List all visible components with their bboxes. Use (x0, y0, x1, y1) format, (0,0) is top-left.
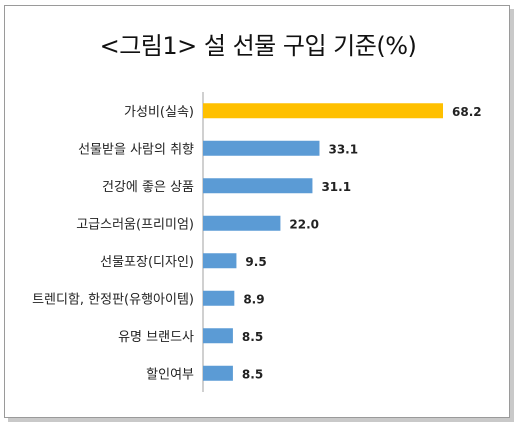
bar (203, 328, 233, 344)
category-label: 선물받을 사람의 취향 (78, 142, 194, 157)
bar (203, 178, 313, 194)
value-label: 8.9 (243, 292, 264, 306)
bar (203, 365, 233, 381)
category-label: 할인여부 (146, 367, 194, 382)
category-label: 트렌디함, 한정판(유행아이템) (32, 291, 194, 307)
value-labels: 68.2 33.1 31.1 22.0 9.5 8.9 8.5 8.5 (242, 105, 482, 382)
bars (203, 103, 443, 381)
value-label: 31.1 (321, 180, 351, 194)
category-label: 고급스러움(프리미엄) (76, 217, 194, 232)
bar (203, 140, 320, 156)
bar (203, 215, 281, 231)
chart-frame (4, 5, 510, 418)
bar (203, 103, 443, 119)
category-label: 선물포장(디자인) (100, 255, 194, 270)
category-label: 건강에 좋은 상품 (102, 180, 194, 195)
category-label: 가성비(실속) (124, 105, 194, 120)
bar (203, 253, 237, 269)
bar (203, 290, 235, 306)
value-label: 8.5 (242, 367, 263, 381)
value-label: 68.2 (452, 105, 482, 119)
value-label: 9.5 (245, 255, 266, 269)
value-label: 8.5 (242, 330, 263, 344)
value-label: 33.1 (328, 142, 358, 156)
chart-title: <그림1> 설 선물 구입 기준(%) (99, 32, 417, 60)
value-label: 22.0 (289, 217, 319, 231)
category-label: 유명 브랜드사 (118, 330, 194, 345)
